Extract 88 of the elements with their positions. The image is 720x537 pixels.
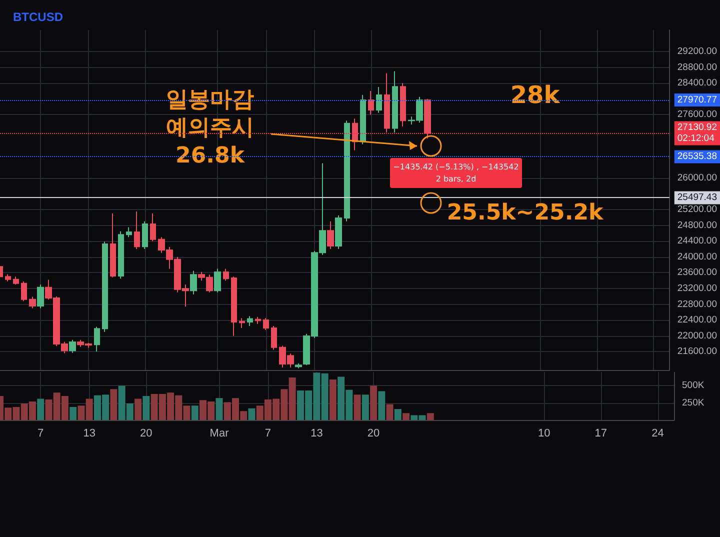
bar xyxy=(142,396,150,420)
candlestick xyxy=(247,316,253,326)
bar xyxy=(216,398,223,420)
ref-line-label: 26535.38 xyxy=(677,151,717,162)
bar xyxy=(110,389,118,420)
candlestick xyxy=(231,276,237,336)
candlestick xyxy=(271,326,277,350)
x-tick-label: 13 xyxy=(310,428,323,440)
candlestick xyxy=(255,316,261,325)
x-tick-label: 7 xyxy=(264,428,272,440)
y-tick-label: 21600.00 xyxy=(677,346,717,358)
candlestick xyxy=(368,90,374,116)
ref-line-label: 27130.92 02:12:04 xyxy=(677,122,717,144)
candlestick xyxy=(150,212,156,242)
y-tick-label: 27600.00 xyxy=(677,109,717,120)
bar xyxy=(191,406,198,420)
x-tick-label: 7 xyxy=(38,428,44,440)
candlestick xyxy=(69,339,76,354)
y-tick-label: 24800.00 xyxy=(677,220,717,231)
bar xyxy=(426,413,434,420)
candlestick xyxy=(295,363,302,369)
candlestick xyxy=(352,118,358,151)
bar xyxy=(370,386,378,420)
candlestick xyxy=(142,220,148,250)
ref-line-label: 25497.43 xyxy=(677,192,717,204)
candlestick xyxy=(239,318,245,328)
bar xyxy=(248,408,256,420)
candlestick xyxy=(94,326,100,352)
candlestick xyxy=(223,268,229,282)
x-tick-label: 17 xyxy=(594,428,608,440)
y-tick-label: 22800.00 xyxy=(677,298,717,310)
candlestick xyxy=(190,270,197,295)
candlestick xyxy=(400,82,406,128)
candlestick xyxy=(37,284,44,309)
bar xyxy=(37,398,44,420)
candlestick xyxy=(29,296,36,309)
candlestick xyxy=(126,226,132,238)
x-tick-label: Mar xyxy=(210,428,230,440)
annotation: 25.5k~25.2k xyxy=(446,200,604,226)
y-tick-label: 23600.00 xyxy=(677,267,717,278)
candlestick xyxy=(424,98,431,139)
candlestick xyxy=(134,210,140,250)
y-tick-label: 26000.00 xyxy=(677,172,717,184)
candlestick xyxy=(344,120,350,222)
y-tick-label: 24400.00 xyxy=(677,236,717,247)
candlestick xyxy=(376,86,382,114)
candlestick xyxy=(263,318,269,330)
candlestick xyxy=(110,212,116,278)
y-tick-label: 22400.00 xyxy=(677,314,717,326)
bar xyxy=(386,404,394,420)
x-tick-label: 10 xyxy=(538,428,550,440)
y-tick-label: 22000.00 xyxy=(677,330,717,342)
candlestick xyxy=(5,274,11,282)
candlestick xyxy=(102,241,108,332)
candlestick xyxy=(21,280,27,302)
annotation: 일봉마감 예의주시 26.8k xyxy=(166,88,254,168)
bar xyxy=(134,398,142,420)
annotation: −1435.42 (−5.13%) , −143542 2 bars, 2d xyxy=(393,162,519,184)
bar xyxy=(394,409,402,420)
y-tick-label: 250K xyxy=(682,397,705,408)
bar xyxy=(70,406,77,420)
x-tick-label: 20 xyxy=(367,428,380,440)
candlestick xyxy=(392,70,398,133)
candlestick xyxy=(360,94,366,145)
candlestick xyxy=(335,214,342,250)
y-tick-label: 24000.00 xyxy=(677,251,717,262)
bar xyxy=(378,391,386,420)
chart-title: BTCUSD xyxy=(13,10,64,24)
candlestick xyxy=(13,276,19,286)
y-tick-label: 23200.00 xyxy=(677,282,717,294)
candlestick xyxy=(327,220,334,250)
annotation: 28k xyxy=(510,81,561,109)
x-tick-label: 13 xyxy=(83,428,96,440)
y-tick-label: 28800.00 xyxy=(677,62,717,73)
y-tick-label: 500K xyxy=(682,380,705,392)
y-tick-label: 29200.00 xyxy=(677,46,717,57)
bar xyxy=(362,394,369,420)
y-tick-label: 28400.00 xyxy=(677,78,717,89)
candlestick xyxy=(214,268,221,293)
y-tick-label: 25200.00 xyxy=(677,204,717,215)
x-tick-label: 24 xyxy=(652,428,664,440)
bar xyxy=(329,380,336,420)
x-tick-label: 20 xyxy=(140,428,152,440)
bar xyxy=(402,413,410,420)
candlestick xyxy=(384,72,390,133)
bar xyxy=(354,394,361,420)
ref-line-label: 27970.77 xyxy=(677,94,717,106)
candlestick xyxy=(118,230,124,280)
